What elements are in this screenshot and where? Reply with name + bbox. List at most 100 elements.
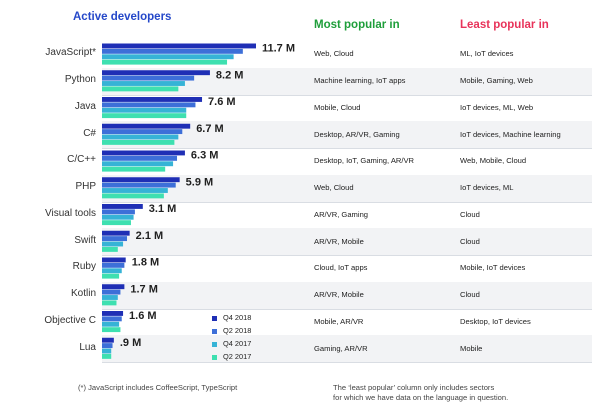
least-popular-cell: IoT devices, Machine learning xyxy=(460,129,561,139)
language-label: Swift xyxy=(74,234,96,246)
most-popular-cell: Desktop, IoT, Gaming, AR/VR xyxy=(314,156,415,166)
active-developers-header: Active developers xyxy=(73,11,172,23)
bar-q4-2017 xyxy=(102,188,168,193)
language-label: Visual tools xyxy=(45,207,96,219)
bar-q2-2018 xyxy=(102,289,121,295)
row-band xyxy=(102,174,592,202)
legend-swatch xyxy=(212,328,217,334)
language-label: Python xyxy=(64,74,96,86)
least-popular-cell: IoT devices, ML xyxy=(460,183,514,193)
value-label: 3.1 M xyxy=(149,203,177,215)
bar-q4-2018 xyxy=(102,150,185,156)
row-separator xyxy=(102,201,592,203)
least-popular-cell: Web, Mobile, Cloud xyxy=(460,156,527,166)
bar-q4-2017 xyxy=(102,81,185,86)
most-popular-cell: Cloud, IoT apps xyxy=(314,263,368,273)
bar-q2-2017 xyxy=(102,86,179,92)
bar-q4-2018 xyxy=(102,311,124,316)
value-label: 8.2 M xyxy=(216,69,244,81)
legend-item: Q2 2018 xyxy=(212,326,251,335)
bar-q2-2017 xyxy=(102,246,118,252)
bar-q2-2017 xyxy=(102,327,121,333)
bar-q2-2018 xyxy=(102,102,196,108)
bar-q2-2017 xyxy=(102,353,112,359)
least-popular-cell: Cloud xyxy=(460,290,480,300)
value-label: 1.6 M xyxy=(129,310,157,322)
bar-q2-2018 xyxy=(102,343,113,349)
legend-swatch xyxy=(212,341,217,347)
legend-label: Q2 2018 xyxy=(223,326,252,335)
bar-q4-2017 xyxy=(102,134,179,140)
bar-q4-2018 xyxy=(102,257,126,263)
row-band xyxy=(102,281,592,309)
value-label: 7.6 M xyxy=(208,96,236,108)
most-popular-cell: Web, Cloud xyxy=(314,183,354,193)
most-popular-cell: AR/VR, Mobile xyxy=(314,290,364,300)
chart-legend: Q4 2018 Q2 2018 Q4 2017 Q2 2017 xyxy=(212,313,292,369)
language-label: Java xyxy=(74,100,96,112)
row-separator xyxy=(102,94,592,96)
most-popular-cell: Gaming, AR/VR xyxy=(314,343,368,353)
most-popular-cell: Machine learning, IoT apps xyxy=(314,76,406,86)
value-label: 1.8 M xyxy=(132,257,160,269)
bar-q2-2018 xyxy=(102,129,183,135)
most-popular-header: Most popular in xyxy=(314,19,400,31)
bar-q4-2018 xyxy=(102,97,203,102)
language-label: C# xyxy=(83,127,96,139)
bar-q4-2018 xyxy=(102,284,125,290)
row-separator xyxy=(102,362,592,363)
bar-q4-2018 xyxy=(102,177,180,183)
bar-q2-2018 xyxy=(102,182,176,188)
bar-q2-2017 xyxy=(102,166,166,172)
bar-q4-2018 xyxy=(102,43,256,49)
least-popular-cell: Desktop, IoT devices xyxy=(460,316,531,326)
bar-q2-2018 xyxy=(102,209,135,215)
value-label: 6.3 M xyxy=(191,150,219,162)
least-popular-cell: ML, IoT devices xyxy=(460,49,514,59)
language-label: Objective C xyxy=(44,314,96,326)
bar-q2-2018 xyxy=(102,155,178,161)
bar-q4-2018 xyxy=(102,204,143,209)
value-label: .9 M xyxy=(120,337,141,349)
row-separator xyxy=(102,255,592,256)
row-band xyxy=(102,335,592,362)
language-label: Kotlin xyxy=(70,288,96,300)
most-popular-cell: AR/VR, Gaming xyxy=(314,209,369,219)
least-popular-cell: Mobile xyxy=(460,343,483,353)
legend-item: Q4 2017 xyxy=(212,339,251,348)
bar-q4-2017 xyxy=(102,268,122,274)
value-label: 1.7 M xyxy=(130,283,158,295)
value-label: 2.1 M xyxy=(136,230,164,242)
language-label: JavaScript* xyxy=(45,47,96,59)
bar-q4-2017 xyxy=(102,321,120,327)
footnote-least-popular: The ‘least popular’ column only includes… xyxy=(333,383,508,403)
bar-q2-2018 xyxy=(102,48,243,54)
legend-swatch xyxy=(212,354,217,360)
bar-q2-2017 xyxy=(102,113,187,119)
value-label: 5.9 M xyxy=(186,176,214,188)
language-label: C/C++ xyxy=(67,154,96,166)
row-separator xyxy=(102,308,592,310)
language-label: Lua xyxy=(79,341,96,353)
least-popular-cell: Mobile, IoT devices xyxy=(460,263,526,273)
bar-q4-2017 xyxy=(102,295,118,300)
legend-label: Q4 2018 xyxy=(223,313,252,322)
language-label: Ruby xyxy=(72,261,96,273)
most-popular-cell: Mobile, Cloud xyxy=(314,102,361,112)
bar-q2-2017 xyxy=(102,59,228,65)
legend-item: Q2 2017 xyxy=(212,352,251,361)
least-popular-cell: Cloud xyxy=(460,209,480,219)
least-popular-cell: IoT devices, ML, Web xyxy=(460,102,534,112)
bar-q2-2017 xyxy=(102,273,120,279)
bar-q2-2017 xyxy=(102,193,164,199)
bar-q2-2018 xyxy=(102,75,195,81)
least-popular-cell: Cloud xyxy=(460,236,480,246)
bar-q4-2018 xyxy=(102,123,191,129)
legend-item: Q4 2018 xyxy=(212,313,251,322)
least-popular-cell: Mobile, Gaming, Web xyxy=(460,76,533,86)
footnote-least-popular-line1: The ‘least popular’ column only includes… xyxy=(333,383,495,392)
legend-label: Q2 2017 xyxy=(223,352,252,361)
footnote-javascript: (*) JavaScript includes CoffeeScript, Ty… xyxy=(78,383,238,392)
language-label: PHP xyxy=(75,181,96,193)
footnote-least-popular-line2: for which we have data on the language i… xyxy=(333,393,509,402)
